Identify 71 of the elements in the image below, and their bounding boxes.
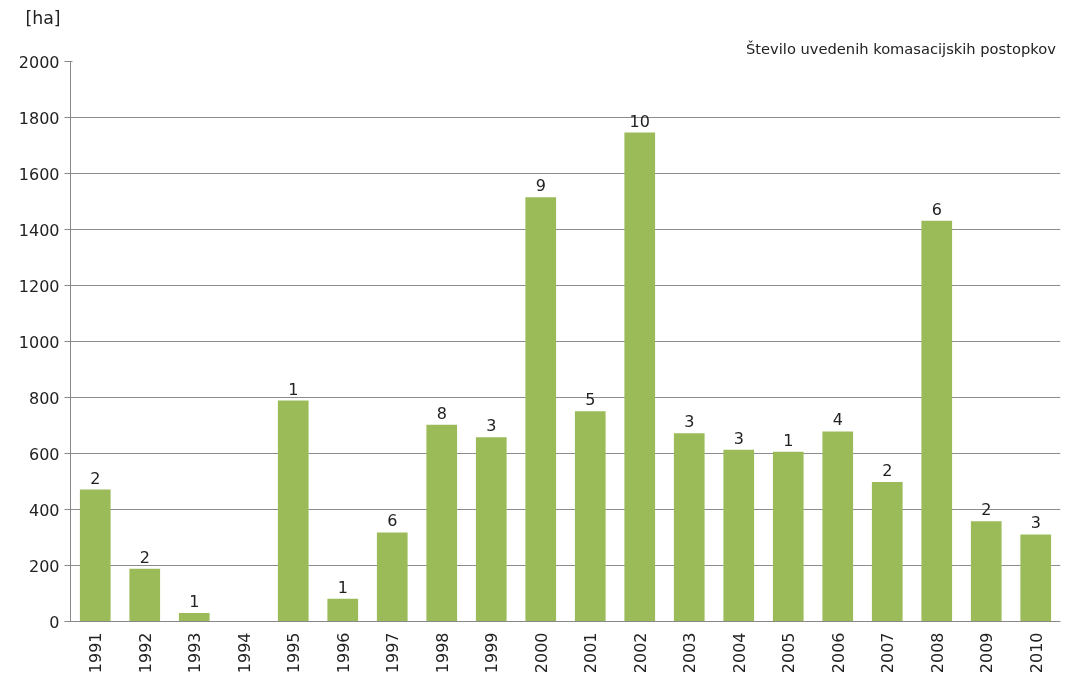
x-tick-label: 2002	[630, 632, 650, 674]
annotation: 2	[981, 500, 992, 520]
annotation: 8	[436, 403, 447, 423]
bar	[673, 433, 705, 622]
y-tick-label: 800	[28, 388, 60, 408]
x-tick-label: 2000	[531, 632, 551, 674]
annotation: 2	[882, 461, 893, 481]
bar	[525, 197, 557, 622]
y-tick-label: 1400	[18, 220, 60, 240]
annotation: 3	[486, 416, 497, 436]
x-tick-label: 2006	[828, 632, 848, 674]
bar	[574, 411, 606, 622]
x-tick-label: 1996	[333, 632, 353, 674]
annotation: 6	[387, 511, 398, 531]
annotation: 1	[189, 592, 200, 612]
y-tick-label: 1000	[18, 332, 60, 352]
x-tick-label: 2005	[779, 632, 799, 674]
annotation: 3	[1030, 513, 1041, 533]
annotation: 4	[832, 410, 843, 430]
annotation: 2	[90, 468, 101, 488]
x-tick-label: 2004	[729, 632, 749, 674]
annotation: 2	[139, 547, 150, 567]
x-tick-label: 1994	[234, 632, 254, 674]
bar	[970, 521, 1002, 622]
bar	[921, 220, 953, 622]
text: Število uvedenih komasacijskih postopkov	[746, 39, 1057, 57]
y-tick-label: 600	[28, 444, 60, 464]
x-tick-label: 2010	[1026, 632, 1046, 674]
bar	[376, 532, 408, 622]
bar	[822, 431, 854, 622]
annotation: 1	[288, 379, 299, 399]
annotation: 1	[783, 430, 794, 450]
x-tick-label: 2003	[680, 632, 700, 674]
bar	[327, 598, 359, 622]
annotation: 6	[931, 199, 942, 219]
bar	[79, 489, 111, 622]
y-tick-label: 1800	[18, 108, 60, 128]
bar	[871, 482, 903, 622]
y-tick-label: 400	[28, 500, 60, 520]
x-tick-label: 2009	[977, 632, 997, 674]
y-tick-label: 1600	[18, 164, 60, 184]
bar	[475, 437, 507, 622]
annotation: 5	[585, 390, 596, 410]
annotation: 3	[684, 412, 695, 432]
x-tick-label: 2008	[927, 632, 947, 674]
bar	[723, 449, 755, 622]
y-tick-label: 200	[28, 556, 60, 576]
bar	[426, 424, 458, 622]
y-tick-label: 1200	[18, 276, 60, 296]
x-tick-label: 2007	[878, 632, 898, 674]
annotation: 10	[629, 111, 650, 131]
annotation: 3	[733, 428, 744, 448]
y-axis-title: [ha]	[25, 7, 61, 28]
x-tick-label: 1997	[383, 632, 403, 674]
x-tick-label: 1999	[482, 632, 502, 674]
annotation: 1	[337, 577, 348, 597]
bar	[178, 613, 210, 622]
y-tick-label: 2000	[18, 52, 60, 72]
x-tick-label: 1998	[432, 632, 452, 674]
x-tick-label: 1995	[284, 632, 304, 674]
bar	[772, 451, 804, 622]
bar	[1020, 534, 1052, 622]
y-tick-label: 0	[49, 612, 60, 632]
bar	[129, 568, 161, 622]
bar	[624, 132, 656, 622]
x-tick-label: 2001	[581, 632, 601, 674]
x-tick-label: 1991	[86, 632, 106, 674]
x-tick-label: 1992	[135, 632, 155, 674]
bar	[277, 400, 309, 622]
x-tick-label: 1993	[185, 632, 205, 674]
annotation: 9	[535, 176, 546, 196]
